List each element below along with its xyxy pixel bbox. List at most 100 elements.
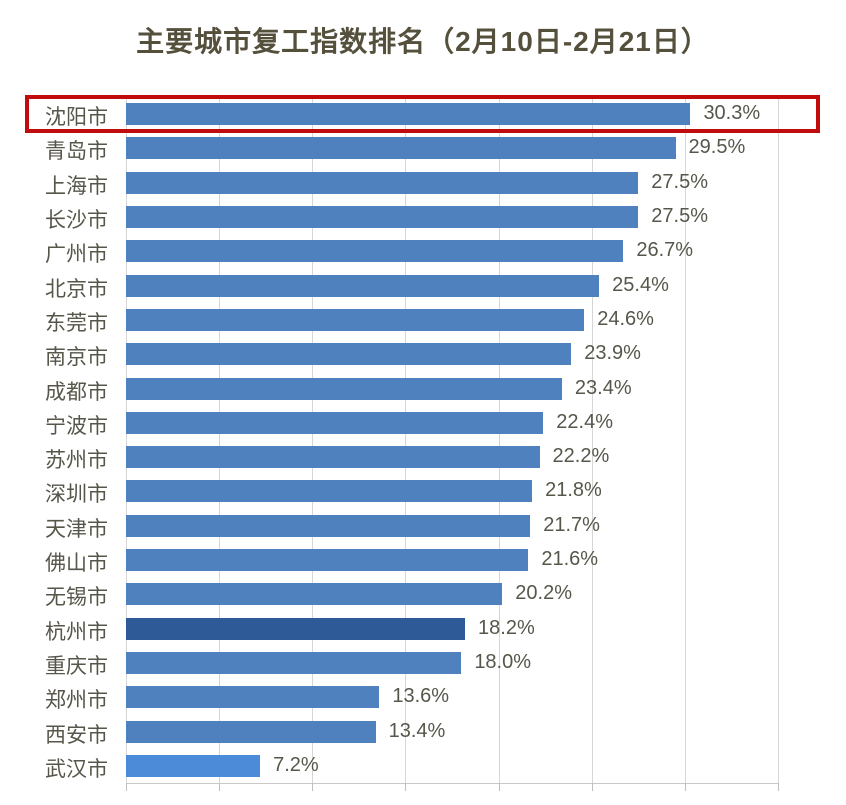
bar-row: 郑州市 13.6% xyxy=(0,680,846,714)
value-label: 7.2% xyxy=(273,753,319,776)
bar-row: 东莞市 24.6% xyxy=(0,303,846,337)
bar xyxy=(126,686,380,709)
bar-row: 青岛市 29.5% xyxy=(0,131,846,165)
value-label: 27.5% xyxy=(651,205,708,228)
bar xyxy=(126,549,529,572)
value-label: 25.4% xyxy=(612,273,669,296)
category-label: 天津市 xyxy=(45,517,108,541)
category-label: 重庆市 xyxy=(45,654,108,678)
bar xyxy=(126,754,261,777)
bar-row: 天津市 21.7% xyxy=(0,509,846,543)
gridline xyxy=(126,97,127,783)
category-label: 广州市 xyxy=(45,243,108,267)
bar xyxy=(126,103,691,126)
bar-row: 沈阳市 30.3% xyxy=(0,97,846,131)
bar xyxy=(126,446,540,469)
axis-tick xyxy=(312,783,314,791)
bar xyxy=(126,377,562,400)
bar xyxy=(126,343,572,366)
bar xyxy=(126,514,531,537)
bar-row: 上海市 27.5% xyxy=(0,166,846,200)
axis-tick xyxy=(591,783,593,791)
value-label: 27.5% xyxy=(651,170,708,193)
value-label: 24.6% xyxy=(597,307,654,330)
axis-tick xyxy=(684,783,686,791)
bar xyxy=(126,651,462,674)
value-label: 13.4% xyxy=(388,719,446,742)
value-label: 21.6% xyxy=(541,548,599,571)
value-label: 18.0% xyxy=(474,650,532,673)
category-label: 沈阳市 xyxy=(45,106,108,130)
bar-row: 南京市 23.9% xyxy=(0,337,846,371)
category-label: 深圳市 xyxy=(45,483,108,507)
bar-row: 佛山市 21.6% xyxy=(0,543,846,577)
bar xyxy=(126,617,466,640)
bar-row: 宁波市 22.4% xyxy=(0,406,846,440)
bar xyxy=(126,308,585,331)
bar-row: 深圳市 21.8% xyxy=(0,474,846,508)
bar-row: 成都市 23.4% xyxy=(0,371,846,405)
value-label: 22.4% xyxy=(556,410,613,433)
gridline xyxy=(684,97,686,783)
category-label: 武汉市 xyxy=(45,757,108,781)
category-label: 东莞市 xyxy=(45,311,108,335)
axis-tick xyxy=(498,783,500,791)
bar-row: 西安市 13.4% xyxy=(0,714,846,748)
value-label: 23.9% xyxy=(584,342,641,365)
category-label: 青岛市 xyxy=(45,140,108,164)
value-label: 26.7% xyxy=(636,239,694,262)
gridline xyxy=(778,97,779,783)
category-label: 佛山市 xyxy=(45,552,108,576)
category-label: 苏州市 xyxy=(45,449,108,473)
value-label: 30.3% xyxy=(703,102,761,125)
bar-row: 杭州市 18.2% xyxy=(0,612,846,646)
category-label: 成都市 xyxy=(45,380,108,404)
value-label: 18.2% xyxy=(478,616,535,639)
bar xyxy=(126,206,639,229)
axis-tick xyxy=(219,783,221,791)
category-label: 西安市 xyxy=(45,723,108,747)
bar xyxy=(126,720,376,743)
value-label: 22.2% xyxy=(552,445,610,468)
category-label: 无锡市 xyxy=(45,586,108,610)
rows-layer: 沈阳市 30.3% 青岛市 29.5% 上海市 27.5% 长沙市 27.5% 广州市 26.7%… xyxy=(0,95,846,783)
bar xyxy=(126,274,600,297)
value-label: 20.2% xyxy=(515,582,573,605)
category-label: 上海市 xyxy=(45,174,108,198)
gridline xyxy=(591,97,593,783)
category-label: 宁波市 xyxy=(45,414,108,438)
bar-row: 长沙市 27.5% xyxy=(0,200,846,234)
value-label: 21.8% xyxy=(545,479,602,502)
bar-row: 武汉市 7.2% xyxy=(0,749,846,783)
bar xyxy=(126,583,503,606)
plot-area xyxy=(126,97,779,791)
bar xyxy=(126,137,676,160)
gridline xyxy=(219,97,221,783)
value-label: 13.6% xyxy=(392,685,450,708)
bar xyxy=(126,480,533,503)
bar-row: 苏州市 22.2% xyxy=(0,440,846,474)
gridline xyxy=(312,97,314,783)
category-label: 杭州市 xyxy=(45,620,108,644)
axis-tick xyxy=(405,783,407,791)
bar xyxy=(126,171,639,194)
value-label: 21.7% xyxy=(543,513,600,536)
gridline xyxy=(405,97,407,783)
category-label: 南京市 xyxy=(45,346,108,370)
category-label: 长沙市 xyxy=(45,209,108,233)
value-label: 29.5% xyxy=(688,136,746,159)
chart-title: 主要城市复工指数排名（2月10日-2月21日） xyxy=(136,26,710,57)
bar xyxy=(126,240,624,263)
gridline xyxy=(498,97,500,783)
axis-tick xyxy=(778,783,779,791)
bar-row: 重庆市 18.0% xyxy=(0,646,846,680)
category-label: 郑州市 xyxy=(45,689,108,713)
bar-row: 广州市 26.7% xyxy=(0,234,846,268)
value-label: 23.4% xyxy=(574,376,632,399)
bar xyxy=(126,411,544,434)
category-label: 北京市 xyxy=(45,277,108,301)
axis-tick xyxy=(126,783,127,791)
highlight-box xyxy=(25,95,820,134)
bar-row: 北京市 25.4% xyxy=(0,269,846,303)
